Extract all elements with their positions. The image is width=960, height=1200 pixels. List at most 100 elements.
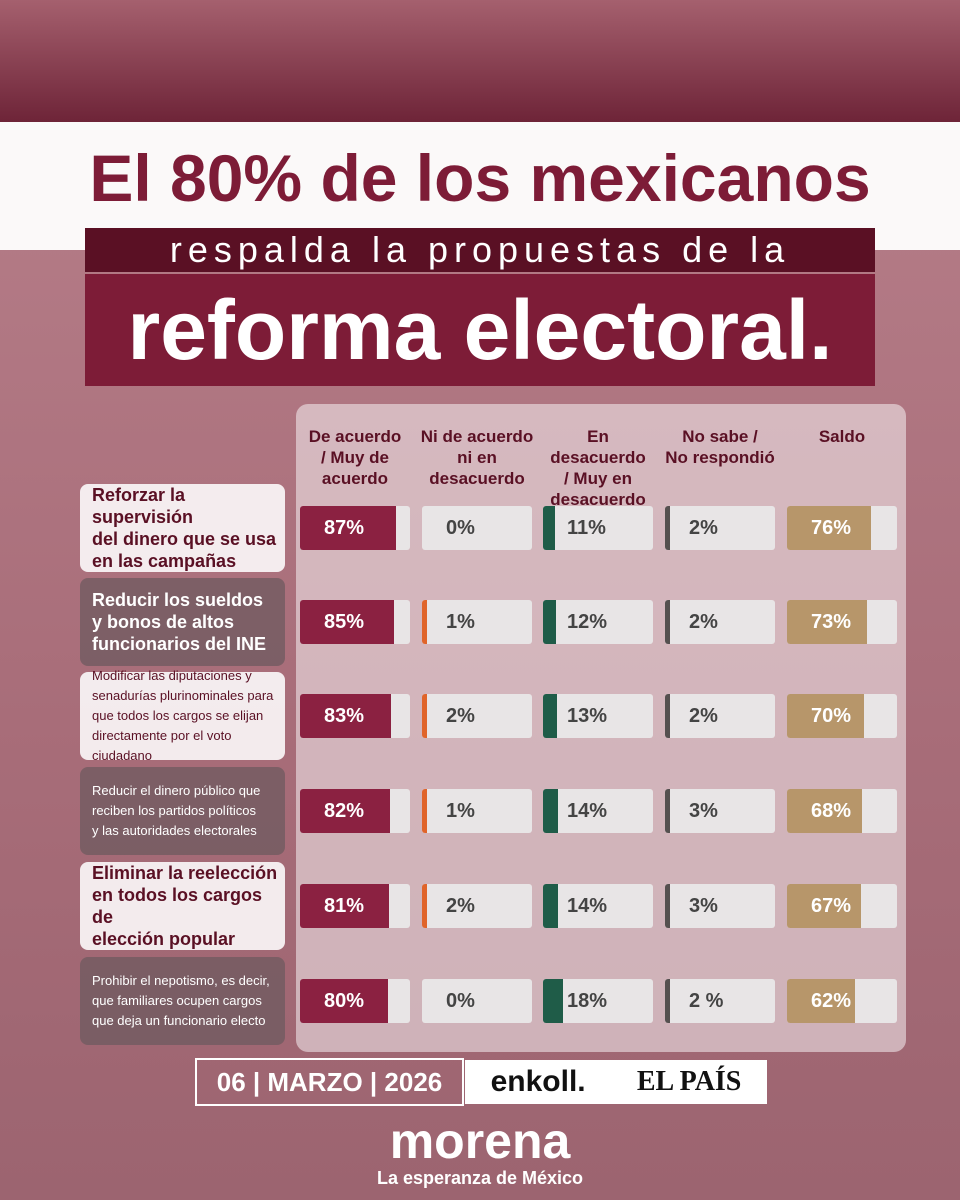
header-line: Ni de acuerdo	[420, 427, 534, 446]
cell: 67%	[787, 884, 897, 928]
cell: 76%	[787, 506, 897, 550]
label-line: que todos los cargos se elijan	[92, 708, 264, 723]
label-line: que deja un funcionario electo	[92, 1013, 266, 1028]
header-line: No sabe /	[682, 427, 758, 446]
header-line: desacuerdo	[429, 469, 525, 488]
bar	[543, 884, 559, 928]
value-label: 2%	[446, 705, 475, 727]
value-label: 70%	[811, 705, 852, 727]
cell: 83%	[300, 694, 410, 738]
outlet: EL PAÍS	[636, 1066, 742, 1097]
value-label: 83%	[324, 705, 365, 727]
value-label: 80%	[324, 990, 365, 1012]
brand: morena	[389, 1113, 571, 1169]
cell: 2%	[422, 884, 532, 928]
value-label: 18%	[567, 990, 608, 1012]
row-label: Prohibir el nepotismo, es decir, que fami…	[80, 957, 285, 1045]
value-label: 67%	[811, 895, 852, 917]
value-label: 85%	[324, 611, 365, 633]
header-line: ni en	[457, 448, 497, 467]
cell: 2 %	[665, 979, 775, 1023]
bar	[787, 979, 856, 1023]
label-line: elección popular	[92, 929, 236, 949]
value-label: 2%	[446, 895, 475, 917]
cell: 73%	[787, 600, 897, 644]
cell: 12%	[543, 600, 653, 644]
bar	[300, 979, 388, 1023]
header-line: acuerdo	[321, 469, 389, 488]
bar	[543, 600, 557, 644]
value-label: 73%	[811, 611, 852, 633]
cell: 2%	[665, 694, 775, 738]
tagline: La esperanza de México	[376, 1168, 584, 1188]
label-line: que familiares ocupen cargos	[92, 993, 262, 1008]
label-line: Reducir los sueldos	[92, 590, 264, 610]
bar	[787, 600, 868, 644]
bar	[787, 506, 871, 550]
cell: 3%	[665, 884, 775, 928]
header-line: En desacuerdo	[550, 427, 646, 467]
cell: 14%	[543, 789, 653, 833]
bar	[422, 694, 427, 738]
value-label: 12%	[567, 611, 608, 633]
label-line: y las autoridades electorales	[92, 823, 257, 838]
row-label: Reforzar la supervisión del dinero que se…	[80, 484, 285, 572]
bar	[300, 600, 394, 644]
value-label: 0%	[446, 517, 475, 539]
cell: 14%	[543, 884, 653, 928]
value-label: 2%	[689, 517, 718, 539]
row-label: Reducir los sueldos y bonos de altos funci…	[80, 578, 285, 666]
value-label: 62%	[811, 990, 852, 1012]
value-label: 0%	[446, 990, 475, 1012]
label-line: y bonos de altos	[92, 612, 235, 632]
row-label: Eliminar la reelección en todos los cargo…	[80, 862, 285, 950]
value-label: 1%	[446, 800, 475, 822]
bar	[787, 884, 861, 928]
header-line: No respondió	[665, 448, 775, 467]
header-photo	[0, 0, 960, 122]
label-line: Reducir el dinero público que	[92, 783, 261, 798]
bar	[300, 506, 396, 550]
value-label: 11%	[567, 517, 606, 539]
header-line: Saldo	[818, 427, 866, 446]
label-line: Eliminar la reelección	[92, 863, 278, 883]
value-label: 2%	[689, 611, 718, 633]
row-label: Reducir el dinero público que reciben los…	[80, 767, 285, 855]
bar	[665, 506, 670, 550]
row-label: Modificar las diputaciones y senadurías p…	[80, 668, 285, 763]
date: 06 | MARZO | 2026	[195, 1058, 464, 1106]
cell: 85%	[300, 600, 410, 644]
label-line: Modificar las diputaciones y	[92, 668, 252, 683]
label-line: en todos los cargos de	[92, 885, 263, 927]
column-header: No sabe / No respondió	[660, 426, 780, 468]
label-line: Prohibir el nepotismo, es decir,	[92, 973, 270, 988]
logos: enkoll. EL PAÍS	[465, 1060, 767, 1104]
cell: 81%	[300, 884, 410, 928]
bar	[422, 600, 427, 644]
header-line: De acuerdo	[308, 427, 402, 446]
value-label: 14%	[567, 800, 608, 822]
title-line: reforma electoral.	[85, 274, 875, 386]
bar	[543, 506, 556, 550]
column-header: En desacuerdo / Muy en desacuerdo	[538, 426, 658, 510]
title-line: El 80% de los mexicanos	[89, 141, 871, 215]
value-label: 1%	[446, 611, 475, 633]
bar	[543, 694, 558, 738]
header-line: / Muy de	[320, 448, 389, 467]
cell: 82%	[300, 789, 410, 833]
label-line: funcionarios del INE	[92, 634, 267, 654]
label-line: reciben los partidos políticos	[92, 803, 257, 818]
column-header: De acuerdo / Muy de acuerdo	[295, 426, 415, 489]
value-label: 81%	[324, 895, 365, 917]
cell: 13%	[543, 694, 653, 738]
value-label: 2%	[689, 705, 718, 727]
bar	[787, 789, 862, 833]
value-label: 68%	[811, 800, 852, 822]
value-label: 2 %	[689, 990, 724, 1012]
bar	[300, 789, 391, 833]
cell: 87%	[300, 506, 410, 550]
bar	[543, 789, 559, 833]
bar	[300, 884, 390, 928]
pollster: enkoll.	[490, 1065, 586, 1098]
column-header: Saldo	[782, 426, 902, 447]
